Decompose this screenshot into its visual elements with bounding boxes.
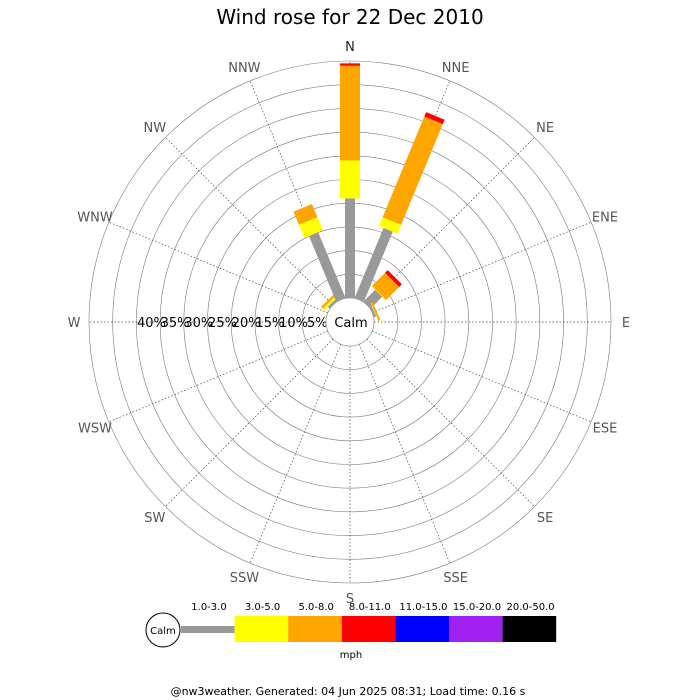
- legend-label-15.0-20.0: 15.0-20.0: [453, 602, 501, 613]
- bar-nnw-3.0-5.0: [298, 217, 323, 238]
- direction-label-sw: SW: [144, 511, 165, 526]
- legend-unit: mph: [340, 650, 362, 661]
- bar-n-3.0-5.0: [340, 160, 360, 199]
- direction-label-ne: NE: [536, 121, 554, 136]
- legend-swatch-15.0-20.0: [449, 616, 503, 642]
- bar-n-1.0-3.0: [345, 198, 355, 298]
- direction-label-nne: NNE: [442, 61, 470, 76]
- ring-label-40pct: 40%: [137, 316, 166, 331]
- footer-text: @nw3weather. Generated: 04 Jun 2025 08:3…: [171, 685, 526, 698]
- bar-ne-1.0-3.0: [363, 289, 383, 309]
- legend-swatch-11.0-15.0: [395, 616, 449, 642]
- bar-nne-3.0-5.0: [379, 217, 402, 234]
- direction-label-e: E: [622, 316, 630, 331]
- bar-nnw-1.0-3.0: [309, 232, 346, 302]
- ring-label-25pct: 25%: [208, 316, 237, 331]
- direction-labels: N NNE NE ENE E ESE SE SSE S SSW SW WSW W WNW NW NNW: [68, 40, 631, 607]
- bar-nw-3.0-5.0: [322, 294, 339, 311]
- ring-label-30pct: 30%: [184, 316, 213, 331]
- legend-label-11.0-15.0: 11.0-15.0: [399, 602, 447, 613]
- calm-center: Calm: [325, 297, 375, 347]
- bar-nne-5.0-8.0: [382, 116, 443, 225]
- bar-nw-1.0-3.0: [327, 299, 337, 309]
- bar-ne-3.0-5.0: [371, 285, 387, 301]
- spoke-sw: [165, 338, 334, 507]
- legend-label-8.0-11.0: 8.0-11.0: [349, 602, 391, 613]
- bar-ne-8.0-11.0: [385, 270, 402, 287]
- chart-title: Wind rose for 22 Dec 2010: [216, 5, 483, 29]
- direction-label-s: S: [346, 592, 354, 607]
- legend-label-1.0-3.0: 1.0-3.0: [191, 602, 226, 613]
- ring-label-5pct: 5%: [307, 316, 328, 331]
- direction-label-n: N: [345, 40, 355, 55]
- legend-calm-label: Calm: [150, 626, 176, 637]
- legend-swatch-1.0-3.0: [181, 626, 235, 633]
- spoke-wsw: [108, 330, 328, 423]
- bar-n-8.0-11.0: [340, 63, 360, 66]
- bar-nne-8.0-11.0: [424, 112, 445, 125]
- bar-nne-1.0-3.0: [354, 227, 393, 302]
- direction-label-ese: ESE: [593, 422, 618, 437]
- direction-label-nnw: NNW: [228, 61, 260, 76]
- bar-nnw-5.0-8.0: [293, 204, 318, 225]
- direction-label-wsw: WSW: [78, 422, 112, 437]
- speed-legend: Calm 1.0-3.0 3.0-5.0 5.0-8.0 8.0-11.0 11.0-15…: [145, 602, 557, 648]
- spoke-se: [366, 338, 535, 507]
- spoke-ese: [372, 330, 592, 423]
- bar-ene-5.0-8.0: [371, 301, 381, 321]
- ring-label-20pct: 20%: [232, 316, 261, 331]
- direction-label-w: W: [68, 316, 81, 331]
- direction-label-wnw: WNW: [77, 210, 113, 225]
- bar-ene-3.0-5.0: [370, 302, 379, 322]
- legend-swatch-5.0-8.0: [288, 616, 342, 642]
- legend-swatch-3.0-5.0: [234, 616, 289, 642]
- grid-ring-10: [88, 60, 612, 584]
- ring-labels: 40%35%30%25%20%15%10%5%: [137, 316, 328, 331]
- calm-label: Calm: [334, 316, 367, 331]
- spoke-ene: [372, 221, 592, 314]
- spoke-nw: [165, 137, 334, 306]
- ring-label-10pct: 10%: [279, 316, 308, 331]
- spoke-sse: [358, 344, 451, 564]
- legend-label-3.0-5.0: 3.0-5.0: [245, 602, 280, 613]
- spoke-wnw: [108, 221, 328, 314]
- direction-label-ene: ENE: [592, 210, 618, 225]
- bar-n-5.0-8.0: [340, 65, 360, 161]
- legend-label-20.0-50.0: 20.0-50.0: [507, 602, 555, 613]
- bar-ene-1.0-3.0: [370, 307, 377, 318]
- direction-label-ssw: SSW: [230, 571, 260, 586]
- wind-bars: [293, 63, 445, 322]
- ring-label-15pct: 15%: [255, 316, 284, 331]
- legend-swatch-20.0-50.0: [502, 616, 557, 642]
- direction-label-nw: NW: [144, 121, 167, 136]
- bar-ne-5.0-8.0: [372, 272, 400, 300]
- spoke-ssw: [249, 344, 342, 564]
- legend-swatch-8.0-11.0: [341, 616, 396, 642]
- legend-label-5.0-8.0: 5.0-8.0: [298, 602, 333, 613]
- direction-label-se: SE: [537, 511, 553, 526]
- direction-label-sse: SSE: [443, 571, 468, 586]
- ring-label-35pct: 35%: [161, 316, 190, 331]
- bar-nw-5.0-8.0: [320, 292, 337, 309]
- spoke-ne: [366, 137, 535, 306]
- legend-calm: Calm: [145, 612, 181, 648]
